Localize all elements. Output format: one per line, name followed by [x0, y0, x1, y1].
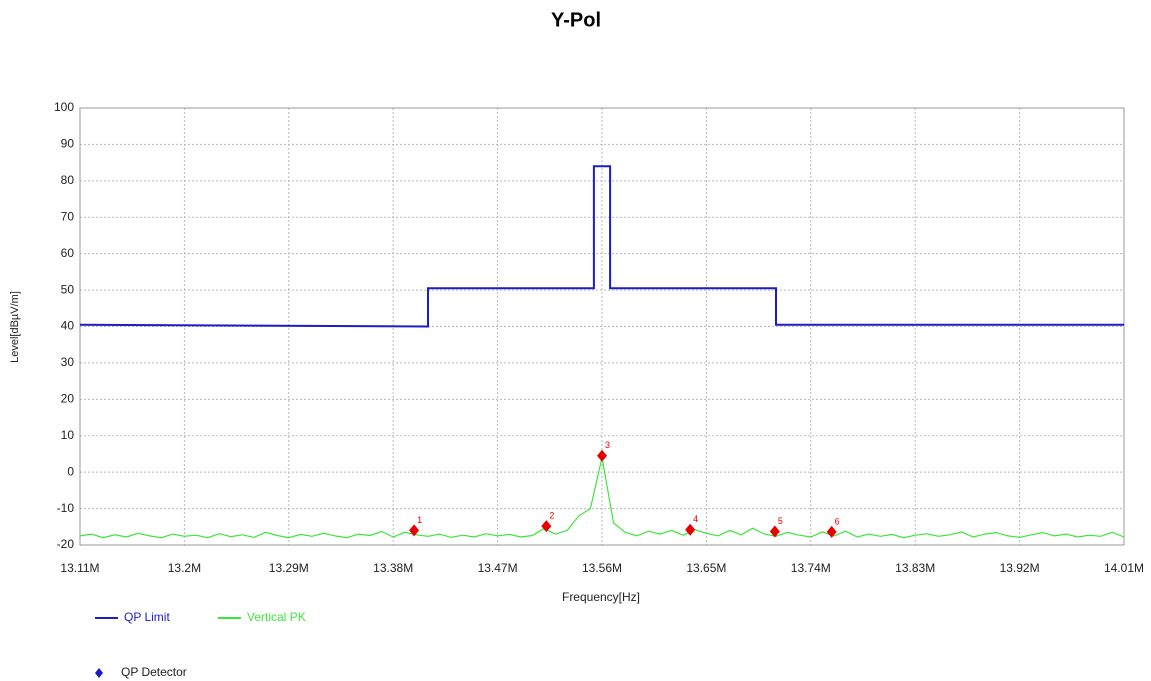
- x-tick-label: 13.74M: [791, 561, 831, 575]
- qp-marker: [409, 524, 420, 537]
- y-tick-label: 30: [61, 355, 75, 369]
- y-tick-label: 100: [54, 100, 74, 114]
- chart-title: Y-Pol: [551, 9, 601, 31]
- x-tick-label: 13.65M: [686, 561, 726, 575]
- legend-marker: [95, 668, 103, 678]
- series-line: [79, 165, 1124, 328]
- marker-label: 1: [417, 515, 422, 525]
- qp-marker: [597, 449, 607, 462]
- y-tick-label: 90: [61, 137, 75, 151]
- y-tick-label: 40: [61, 319, 75, 333]
- x-tick-label: 14.01M: [1104, 561, 1144, 575]
- y-tick-label: 80: [61, 173, 75, 187]
- y-tick-label: 0: [67, 464, 74, 478]
- marker-label: 2: [549, 510, 554, 520]
- x-tick-label: 13.47M: [478, 561, 518, 575]
- legend-label: Vertical PK: [247, 610, 306, 624]
- x-tick-label: 13.83M: [895, 561, 935, 575]
- x-axis-label: Frequency[Hz]: [562, 590, 640, 604]
- qp-marker: [685, 523, 696, 536]
- y-tick-label: 20: [61, 392, 75, 406]
- y-tick-label: 60: [61, 246, 75, 260]
- y-axis-label: Level[dBµV/m]: [9, 291, 21, 363]
- y-tick-label: 70: [61, 209, 75, 223]
- y-tick-label: -10: [57, 501, 75, 515]
- x-tick-label: 13.92M: [1000, 561, 1040, 575]
- qp-marker: [826, 525, 837, 538]
- marker-label: 6: [835, 516, 840, 526]
- marker-label: 4: [693, 514, 698, 524]
- x-tick-label: 13.11M: [60, 561, 99, 575]
- x-tick-label: 13.38M: [373, 561, 413, 575]
- y-tick-label: 10: [61, 428, 75, 442]
- qp-marker: [769, 525, 780, 538]
- x-tick-label: 13.29M: [269, 561, 309, 575]
- legend-label: QP Limit: [124, 610, 170, 624]
- x-tick-label: 13.2M: [168, 561, 201, 575]
- legend-label: QP Detector: [121, 665, 187, 679]
- y-tick-label: -20: [57, 537, 75, 551]
- y-tick-label: 50: [61, 282, 75, 296]
- marker-label: 5: [778, 516, 783, 526]
- marker-label: 3: [605, 440, 610, 450]
- qp-marker: [541, 520, 552, 533]
- plot-frame: [79, 107, 1125, 546]
- x-tick-label: 13.56M: [582, 561, 622, 575]
